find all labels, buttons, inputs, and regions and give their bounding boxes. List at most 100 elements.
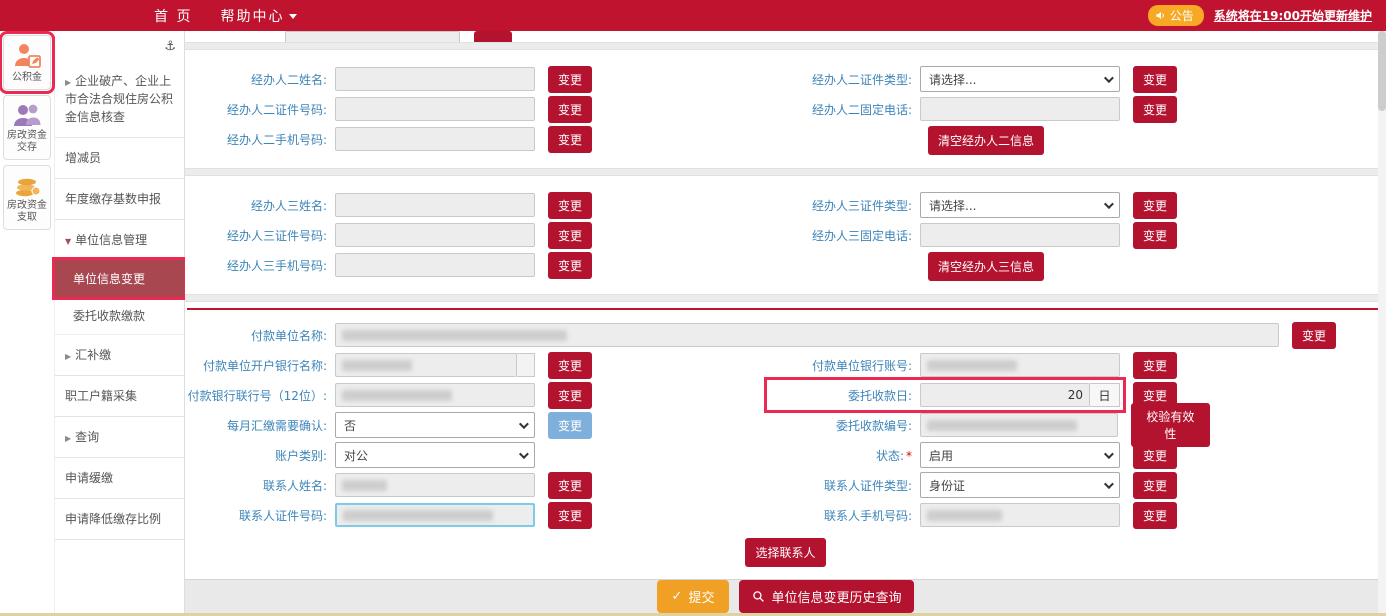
change-button[interactable]: 变更 xyxy=(548,501,593,529)
menu-item-zengjianyuan[interactable]: 增减员 xyxy=(55,138,184,179)
chevron-down-icon xyxy=(1103,198,1114,209)
menu-item-huibujiao[interactable]: ▶ 汇补缴 xyxy=(55,335,184,376)
anchor-icon[interactable]: ⚓ xyxy=(164,39,176,54)
agent2-id-input[interactable] xyxy=(335,97,535,122)
menu-item-zhigonghuji[interactable]: 职工户籍采集 xyxy=(55,376,184,417)
redacted-value xyxy=(342,329,567,341)
bank-name-addon[interactable] xyxy=(517,353,535,378)
rail-item-fanggai-zhiqu[interactable]: 房改资金 支取 xyxy=(3,164,51,230)
change-button[interactable]: 变更 xyxy=(548,351,593,379)
menu-item-label: 企业破产、企业上市合法合规住房公积金信息核查 xyxy=(65,74,174,124)
agent3-tel-input[interactable] xyxy=(920,223,1120,248)
menu-item-weituoshoukuan[interactable]: 委托收款缴款 xyxy=(55,297,184,335)
change-button[interactable]: 变更 xyxy=(548,95,593,123)
change-button[interactable]: 变更 xyxy=(548,125,593,153)
change-button[interactable]: 变更 xyxy=(548,221,593,249)
redacted-value xyxy=(343,509,493,521)
agent2-name-input[interactable] xyxy=(335,67,535,92)
rail-item-fanggai-jiaocun[interactable]: 房改资金 交存 xyxy=(3,94,51,160)
status-select[interactable]: 启用 xyxy=(920,442,1120,469)
change-button[interactable]: 变更 xyxy=(1133,441,1178,469)
menu-item-jiaocunjishu[interactable]: 年度缴存基数申报 xyxy=(55,179,184,220)
contact-phone-input[interactable] xyxy=(920,503,1120,528)
account-no-input[interactable] xyxy=(920,353,1120,378)
clear-agent2-button[interactable]: 清空经办人二信息 xyxy=(928,125,1045,155)
nav-help-menu[interactable]: 帮助中心 xyxy=(206,6,311,26)
change-button[interactable]: 变更 xyxy=(1291,321,1336,349)
change-button[interactable]: 变更 xyxy=(1133,471,1178,499)
agent3-id-input[interactable] xyxy=(335,223,535,248)
account-type-select[interactable]: 对公 xyxy=(335,442,535,469)
change-button[interactable]: 变更 xyxy=(548,191,593,219)
collect-no-input[interactable] xyxy=(920,413,1118,438)
main-content: 经办人二姓名: 变更 经办人二证件号码: 变更 经办人二手机号码: xyxy=(185,31,1386,613)
collect-day-unit: 日 xyxy=(1090,383,1120,408)
footer-action-bar: ✓ 提交 单位信息变更历史查询 xyxy=(185,579,1386,613)
notice-badge-label: 公告 xyxy=(1169,9,1194,23)
menu-item-label: 汇补缴 xyxy=(75,348,112,362)
clear-agent3-button[interactable]: 清空经办人三信息 xyxy=(928,251,1045,281)
history-label: 单位信息变更历史查询 xyxy=(771,591,902,607)
contact-idtype-select[interactable]: 身份证 xyxy=(920,472,1120,499)
scrollbar-thumb[interactable] xyxy=(1378,31,1386,111)
rail-item-gongjijin[interactable]: 公积金 xyxy=(0,31,55,94)
nav-home-link[interactable]: 首 页 xyxy=(154,8,193,25)
vertical-scrollbar[interactable] xyxy=(1378,31,1386,613)
clipped-input[interactable] xyxy=(285,31,460,43)
collect-no-label: 委托收款编号: xyxy=(835,418,912,433)
triangle-right-icon: ▶ xyxy=(65,78,72,87)
agent2-mobile-input[interactable] xyxy=(335,127,535,152)
change-button[interactable]: 变更 xyxy=(1133,351,1178,379)
change-button-disabled[interactable]: 变更 xyxy=(548,411,593,439)
choose-contact-button[interactable]: 选择联系人 xyxy=(745,538,826,568)
collect-day-input[interactable]: 20 xyxy=(920,383,1090,408)
menu-item-danweixinxibiangeng[interactable]: 单位信息变更 xyxy=(52,257,187,300)
change-button[interactable]: 变更 xyxy=(1133,191,1178,219)
system-notice-link[interactable]: 系统将在19:00开始更新维护 xyxy=(1213,9,1372,23)
change-button[interactable]: 变更 xyxy=(548,471,593,499)
caret-down-icon xyxy=(289,14,298,19)
collect-day-annotation: 委托收款日: 20 日 xyxy=(764,377,1126,414)
icon-rail: 公积金 房改资金 交存 房改资金 支取 xyxy=(0,31,55,613)
menu-item-label: 申请缓缴 xyxy=(65,471,114,485)
menu-item-label: 职工户籍采集 xyxy=(65,389,138,403)
agent2-idtype-select[interactable]: 请选择... xyxy=(920,66,1120,93)
agent2-tel-input[interactable] xyxy=(920,97,1120,122)
change-button[interactable]: 变更 xyxy=(1133,65,1178,93)
change-button[interactable]: 变更 xyxy=(548,65,593,93)
change-button[interactable]: 变更 xyxy=(1133,501,1178,529)
menu-item-qiyepochan[interactable]: ▶ 企业破产、企业上市合法合规住房公积金信息核查 xyxy=(55,61,184,138)
select-value: 请选择... xyxy=(929,72,977,87)
change-button[interactable]: 变更 xyxy=(1133,221,1178,249)
clipped-top-row xyxy=(185,31,1386,43)
agent3-idtype-select[interactable]: 请选择... xyxy=(920,192,1120,219)
change-button[interactable]: 变更 xyxy=(1133,95,1178,123)
change-button[interactable]: 变更 xyxy=(548,251,593,279)
monthly-confirm-select[interactable]: 否 xyxy=(335,412,535,439)
contact-id-input[interactable] xyxy=(335,503,535,528)
change-history-button[interactable]: 单位信息变更历史查询 xyxy=(739,580,915,613)
triangle-right-icon: ▶ xyxy=(65,352,72,361)
validate-button[interactable]: 校验有效性 xyxy=(1130,403,1210,448)
section-divider xyxy=(185,168,1386,177)
agent3-tel-label: 经办人三固定电话: xyxy=(811,228,912,243)
bank-code-input[interactable] xyxy=(335,383,535,408)
menu-item-chaxun[interactable]: ▶ 查询 xyxy=(55,417,184,458)
bank-name-input[interactable] xyxy=(335,353,517,378)
menu-item-danweixinxi[interactable]: ▼ 单位信息管理 xyxy=(55,220,184,260)
contact-name-input[interactable] xyxy=(335,473,535,498)
menu-item-shenqinghuanjiao[interactable]: 申请缓缴 xyxy=(55,458,184,499)
change-button[interactable]: 变更 xyxy=(548,381,593,409)
agent3-mobile-input[interactable] xyxy=(335,253,535,278)
submit-button[interactable]: ✓ 提交 xyxy=(656,580,730,613)
agent3-name-input[interactable] xyxy=(335,193,535,218)
person-edit-icon xyxy=(15,44,41,68)
redacted-value xyxy=(342,389,452,401)
menu-item-jiangdibili[interactable]: 申请降低缴存比例 xyxy=(55,499,184,540)
nav-help-label: 帮助中心 xyxy=(220,8,285,25)
rail-item-label: 房改资金 支取 xyxy=(7,199,47,224)
company-name-input[interactable] xyxy=(335,323,1279,348)
clipped-change-button[interactable] xyxy=(474,31,512,43)
chevron-down-icon xyxy=(1103,448,1114,459)
